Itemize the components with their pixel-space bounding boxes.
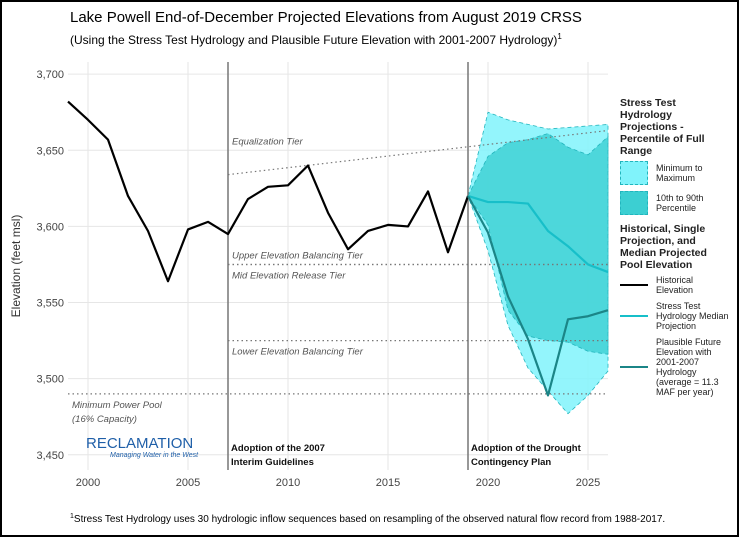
- x-tick-label: 2015: [376, 477, 400, 489]
- tier-label: Minimum Power Pool: [72, 400, 163, 411]
- legend-item: Plausible Future Elevation with 2001-200…: [620, 337, 730, 397]
- band-area: [467, 133, 609, 355]
- series-line: [67, 100, 470, 283]
- x-tick-label: 2000: [76, 477, 100, 489]
- x-tick-label: 2025: [576, 477, 600, 489]
- legend-swatch: [620, 315, 648, 317]
- footnote-marker: 1: [70, 513, 74, 520]
- plot-area: Equalization Tier Upper Elevation Balanci…: [67, 62, 609, 470]
- y-axis-label: Elevation (feet msl): [9, 215, 23, 318]
- subtitle-marker: 1: [557, 32, 562, 41]
- y-tick-label: 3,650: [36, 145, 64, 157]
- y-tick-label: 3,500: [36, 374, 64, 386]
- legend-label: Historical Elevation: [656, 275, 694, 295]
- x-tick-label: 2020: [476, 477, 500, 489]
- legend-label: 10th to 90th Percentile: [656, 193, 704, 213]
- chart-title: Lake Powell End-of-December Projected El…: [70, 9, 582, 26]
- chart-subtitle: (Using the Stress Test Hydrology and Pla…: [70, 32, 562, 47]
- legend-label: Minimum to Maximum: [656, 163, 703, 183]
- legend-title: Historical, Single Projection, and Media…: [620, 223, 707, 271]
- legend-item: 10th to 90th Percentile: [620, 191, 730, 215]
- legend-label: Stress Test Hydrology Median Projection: [656, 301, 729, 331]
- legend-swatch: [620, 284, 648, 286]
- annotation-label: Contingency Plan: [471, 457, 551, 468]
- annotation-label: Interim Guidelines: [231, 457, 314, 468]
- tier-label: Equalization Tier: [232, 137, 304, 148]
- legend-bands: Minimum to Maximum 10th to 90th Percentil…: [620, 161, 730, 215]
- subtitle-text: (Using the Stress Test Hydrology and Pla…: [70, 33, 557, 47]
- legend-item: Minimum to Maximum: [620, 161, 730, 185]
- legend-title: Stress Test Hydrology Projections - Perc…: [620, 97, 705, 157]
- legend-item: Stress Test Hydrology Median Projection: [620, 301, 730, 331]
- legend-item: Historical Elevation: [620, 275, 730, 295]
- tier-label: (16% Capacity): [72, 414, 137, 425]
- logo-tagline: Managing Water in the West: [110, 452, 199, 459]
- y-tick-label: 3,700: [36, 69, 64, 81]
- tier-label: Upper Elevation Balancing Tier: [232, 250, 364, 261]
- footnote: 1Stress Test Hydrology uses 30 hydrologi…: [70, 513, 665, 525]
- series-line: [467, 195, 609, 397]
- footnote-text: Stress Test Hydrology uses 30 hydrologic…: [74, 514, 665, 525]
- tier-line: [227, 129, 609, 176]
- annotation-label: Adoption of the 2007: [231, 443, 325, 454]
- legend-swatch: [620, 161, 648, 185]
- x-tick-label: 2005: [176, 477, 200, 489]
- legend: Stress Test Hydrology Projections - Perc…: [620, 97, 730, 403]
- y-tick-label: 3,450: [36, 450, 64, 462]
- legend-swatch: [620, 366, 648, 368]
- y-tick-label: 3,600: [36, 221, 64, 233]
- annotation-label: Adoption of the Drought: [471, 443, 582, 454]
- legend-lines: Historical Elevation Stress Test Hydrolog…: [620, 275, 730, 397]
- y-tick-label: 3,550: [36, 298, 64, 310]
- x-tick-label: 2010: [276, 477, 300, 489]
- tier-label: Lower Elevation Balancing Tier: [232, 347, 364, 358]
- tier-label: Mid Elevation Release Tier: [232, 270, 346, 281]
- series-line: [467, 194, 609, 274]
- legend-swatch: [620, 191, 648, 215]
- logo-name: RECLAMATION: [86, 435, 193, 452]
- legend-label: Plausible Future Elevation with 2001-200…: [656, 337, 722, 397]
